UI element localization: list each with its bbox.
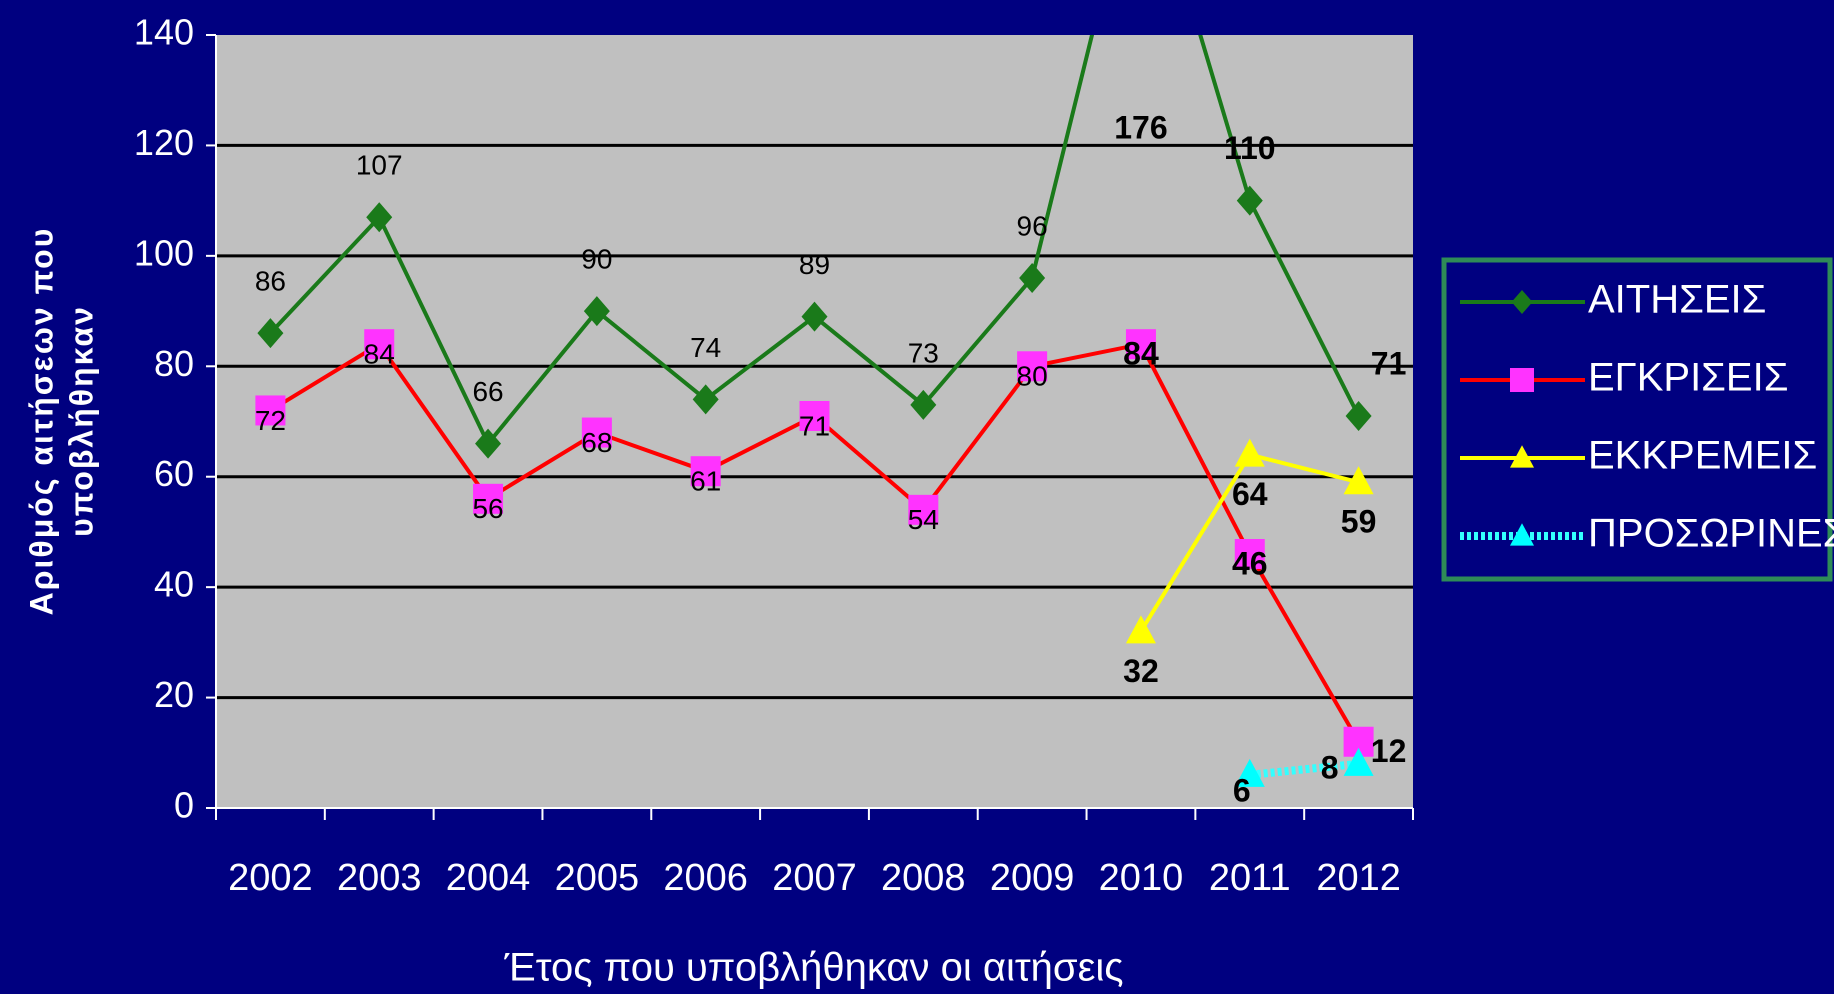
x-axis-title: Έτος που υποβλήθηκαν οι αιτήσεις: [503, 946, 1123, 990]
data-point: [473, 483, 504, 514]
y-tick-label: 100: [134, 232, 194, 273]
x-tick-label: 2005: [555, 857, 640, 899]
data-label: 66: [472, 376, 503, 407]
y-tick-label: 40: [154, 564, 194, 605]
data-point: [1125, 329, 1156, 360]
y-tick-label: 60: [154, 453, 194, 494]
data-point: [1017, 351, 1048, 382]
data-label: 176: [1114, 109, 1167, 145]
legend-label: ΕΚΚΡΕΜΕΙΣ: [1588, 434, 1817, 478]
x-tick-label: 2011: [1209, 857, 1291, 899]
data-point: [581, 417, 612, 448]
series-line: [1249, 759, 1359, 779]
data-label: 89: [799, 249, 830, 280]
data-point: [910, 389, 937, 420]
data-point: [1345, 400, 1372, 431]
data-point: [1234, 539, 1265, 570]
data-point: [908, 494, 939, 525]
y-tick-label: 140: [134, 12, 194, 53]
data-label: 54: [908, 504, 939, 535]
x-tick-label: 2004: [446, 857, 531, 899]
data-label: 80: [1017, 361, 1048, 392]
data-point: [799, 400, 830, 431]
data-label: 46: [1232, 545, 1268, 581]
data-label: 110: [1224, 130, 1276, 166]
data-label: 12: [1371, 733, 1407, 769]
data-label: 56: [472, 493, 503, 524]
data-point: [1236, 185, 1263, 216]
x-tick-label: 2006: [663, 857, 748, 899]
data-label: 74: [690, 332, 721, 363]
series-layer: [255, 35, 1374, 787]
x-tick-label: 2007: [772, 857, 857, 899]
data-point: [364, 329, 395, 360]
data-label: 86: [255, 266, 286, 297]
legend-marker: [1510, 368, 1534, 392]
x-tick-label: 2003: [337, 857, 422, 899]
data-label: 90: [581, 243, 612, 274]
legend-box: [1441, 257, 1833, 582]
x-tick-label: 2012: [1316, 857, 1401, 899]
data-point: [1234, 758, 1265, 787]
data-point: [1234, 438, 1265, 467]
data-point: [801, 301, 828, 332]
y-axis-title-line: Αριθμός αιτήσεων που: [23, 227, 59, 616]
data-label: 72: [255, 405, 286, 436]
y-tick-label: 20: [154, 674, 194, 715]
data-label: 71: [1371, 345, 1407, 381]
data-point: [583, 296, 610, 327]
data-label: 8: [1321, 749, 1339, 785]
x-tick-label: 2008: [881, 857, 966, 899]
data-label: 73: [908, 337, 939, 368]
data-point: [1125, 615, 1156, 644]
y-tick-label: 80: [154, 343, 194, 384]
legend-label: ΕΓΚΡΙΣΕΙΣ: [1588, 356, 1788, 400]
data-label: 84: [1123, 336, 1159, 372]
data-point: [692, 384, 719, 415]
legend-label: ΑΙΤΗΣΕΙΣ: [1588, 278, 1766, 322]
data-point: [690, 456, 721, 487]
data-point: [1343, 747, 1374, 776]
data-label: 6: [1233, 772, 1251, 808]
data-label: 84: [364, 339, 395, 370]
y-tick-label: 0: [174, 785, 194, 826]
x-tick-label: 2009: [990, 857, 1075, 899]
data-label: 32: [1123, 653, 1159, 689]
data-point: [257, 318, 284, 349]
legend-marker: [1510, 445, 1534, 468]
data-label: 64: [1232, 476, 1268, 512]
data-label: 68: [581, 427, 612, 458]
legend-marker: [1510, 523, 1534, 546]
y-axis-title-line: υποβλήθηκαν: [63, 305, 99, 537]
data-point: [255, 395, 286, 426]
legend-label: ΠΡΟΣΩΡΙΝΕΣ: [1588, 512, 1834, 556]
data-label: 61: [690, 466, 721, 497]
data-point: [1019, 262, 1046, 293]
data-label: 59: [1341, 504, 1377, 540]
y-tick-label: 120: [134, 122, 194, 163]
data-point: [475, 428, 502, 459]
y-axis-title: Αριθμός αιτήσεων που υποβλήθηκαν: [23, 227, 99, 616]
x-tick-label: 2002: [228, 857, 313, 899]
data-point: [1343, 466, 1374, 495]
data-label: 96: [1017, 210, 1048, 241]
data-point: [366, 202, 393, 233]
data-label: 71: [799, 410, 830, 441]
legend-marker: [1511, 290, 1533, 314]
data-label: 107: [356, 150, 403, 181]
x-tick-label: 2010: [1099, 857, 1184, 899]
